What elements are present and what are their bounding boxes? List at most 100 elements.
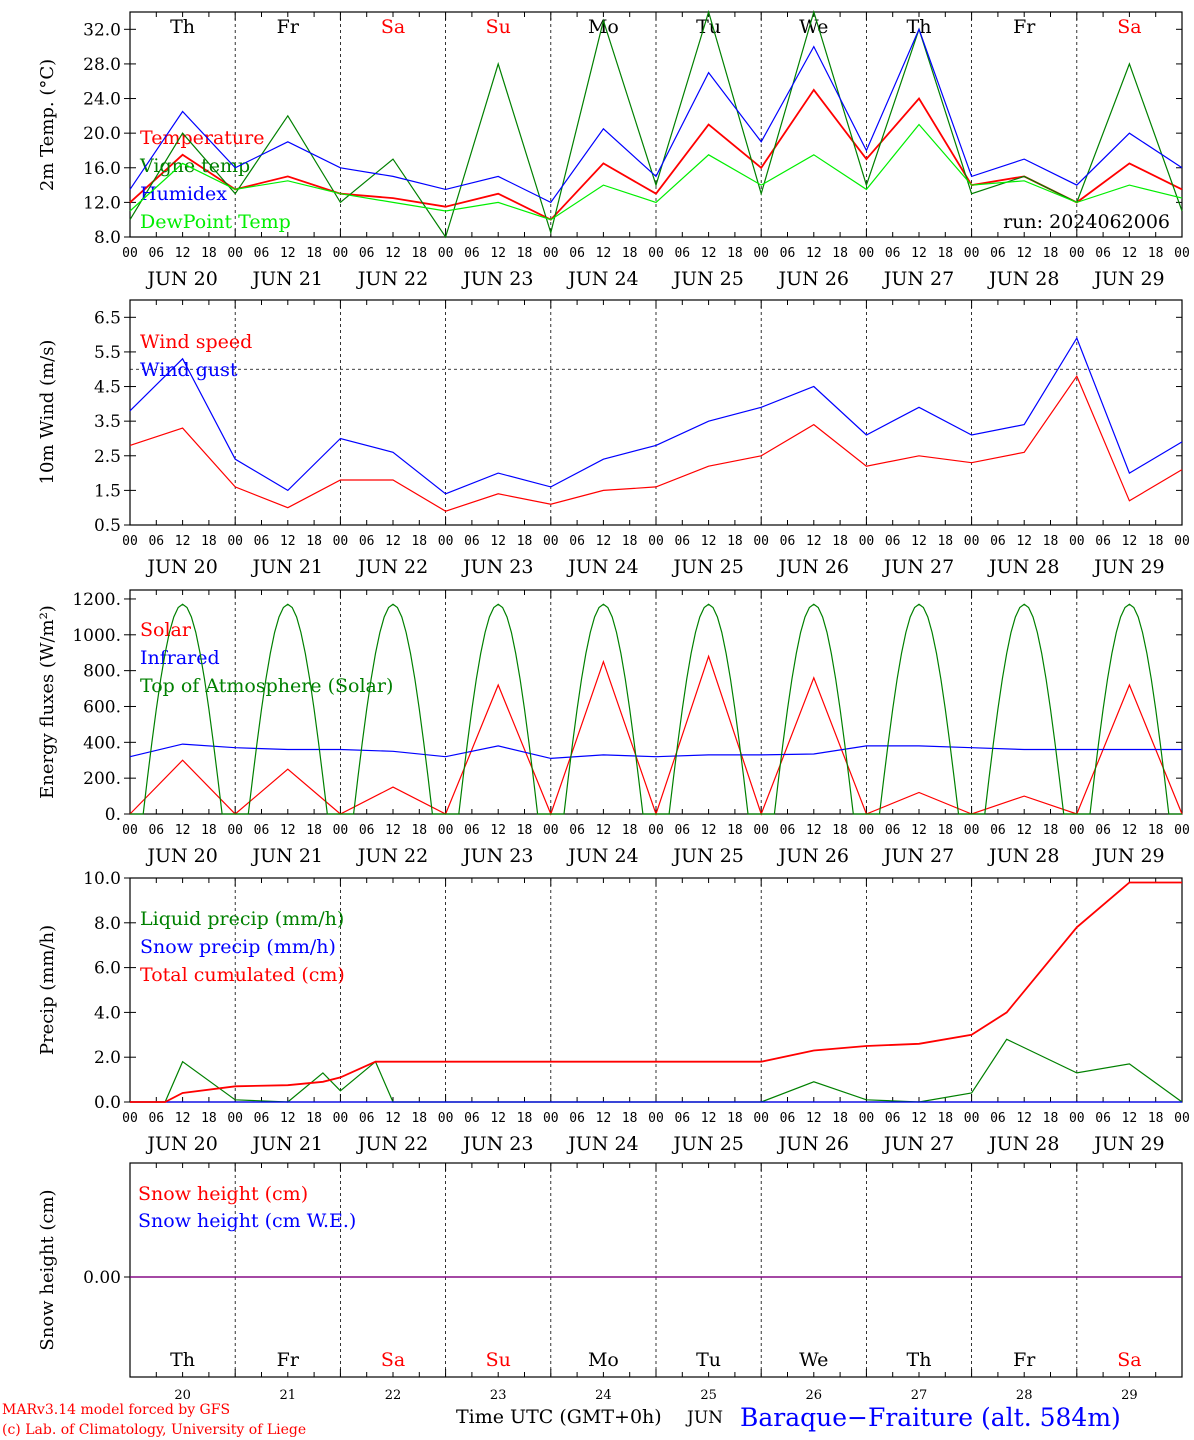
- hour-tick-label: 18: [306, 1111, 322, 1126]
- hour-tick-label: 06: [359, 1111, 375, 1126]
- hour-tick-label: 18: [201, 246, 217, 261]
- hour-tick-label: 12: [490, 246, 506, 261]
- y-tick-label: 1.5: [94, 481, 121, 501]
- hour-tick-label: 18: [832, 823, 848, 838]
- weekday-label: Sa: [1117, 16, 1141, 38]
- hour-tick-label: 00: [227, 246, 243, 261]
- hour-tick-label: 00: [1174, 246, 1190, 261]
- date-label: JUN 28: [987, 268, 1059, 290]
- hour-tick-label: 12: [911, 823, 927, 838]
- date-label: JUN 20: [145, 845, 217, 867]
- y-tick-label: 800.: [83, 662, 121, 682]
- legend-entry: Wind gust: [140, 359, 238, 381]
- date-label: JUN 29: [1092, 845, 1164, 867]
- panel-frame: [129, 589, 1183, 815]
- date-label: JUN 22: [356, 268, 428, 290]
- hour-tick-label: 00: [648, 534, 664, 549]
- legend-entry: Humidex: [140, 183, 227, 205]
- date-label: JUN 26: [777, 268, 849, 290]
- date-label: JUN 29: [1092, 268, 1164, 290]
- panel-flux: 0. 200. 400. 600. 800. 1000. 1200. Energy fluxe…: [37, 589, 1190, 867]
- hour-tick-label: 12: [280, 1111, 296, 1126]
- date-label: JUN 23: [461, 1133, 533, 1155]
- y-tick-label: 400.: [83, 733, 121, 753]
- day-number: 20: [174, 1388, 191, 1403]
- hour-tick-label: 06: [359, 246, 375, 261]
- date-label: JUN 27: [882, 556, 954, 578]
- hour-tick-label: 00: [753, 534, 769, 549]
- hour-tick-label: 06: [885, 1111, 901, 1126]
- hour-tick-label: 18: [937, 823, 953, 838]
- weekday-label: Sa: [1117, 1349, 1141, 1371]
- legend-entry: Snow precip (mm/h): [140, 936, 336, 958]
- y-tick-label: 20.0: [83, 124, 121, 144]
- hour-tick-label: 12: [1016, 1111, 1032, 1126]
- hour-tick-label: 00: [122, 534, 138, 549]
- hour-tick-label: 12: [1122, 246, 1138, 261]
- weekday-label: Th: [170, 16, 195, 38]
- hour-tick-label: 06: [464, 246, 480, 261]
- hour-tick-label: 12: [911, 534, 927, 549]
- y-axis-label: 2m Temp. (°C): [37, 59, 58, 191]
- date-label: JUN 27: [882, 1133, 954, 1155]
- y-axis-label: Precip (mm/h): [37, 925, 58, 1055]
- hour-tick-label: 06: [674, 1111, 690, 1126]
- hour-tick-label: 06: [148, 1111, 164, 1126]
- weekday-label: Th: [170, 1349, 195, 1371]
- hour-tick-label: 00: [753, 1111, 769, 1126]
- y-axis-label: Snow height (cm): [37, 1189, 58, 1350]
- hour-tick-label: 12: [701, 534, 717, 549]
- date-label: JUN 24: [566, 556, 638, 578]
- hour-tick-label: 12: [911, 246, 927, 261]
- hour-tick-label: 00: [1069, 534, 1085, 549]
- date-label: JUN 29: [1092, 556, 1164, 578]
- date-label: JUN 20: [145, 268, 217, 290]
- hour-tick-label: 00: [753, 823, 769, 838]
- hour-tick-label: 12: [280, 534, 296, 549]
- hour-tick-label: 06: [254, 534, 270, 549]
- model-credit: MARv3.14 model forced by GFS: [2, 1402, 230, 1418]
- weekday-label: Sa: [381, 16, 405, 38]
- day-number: 24: [595, 1388, 612, 1403]
- date-label: JUN 21: [251, 845, 323, 867]
- hour-tick-label: 12: [806, 823, 822, 838]
- hour-tick-label: 18: [1043, 1111, 1059, 1126]
- date-label: JUN 29: [1092, 1133, 1164, 1155]
- hour-tick-label: 06: [885, 534, 901, 549]
- hour-tick-label: 00: [122, 1111, 138, 1126]
- hour-tick-label: 06: [464, 1111, 480, 1126]
- day-number: 27: [911, 1388, 928, 1403]
- hour-tick-label: 12: [1122, 534, 1138, 549]
- hour-tick-label: 06: [1095, 823, 1111, 838]
- hour-tick-label: 18: [517, 534, 533, 549]
- date-label: JUN 20: [145, 556, 217, 578]
- date-label: JUN 28: [987, 1133, 1059, 1155]
- y-tick-label: 2.5: [94, 447, 121, 467]
- y-axis-label: Energy fluxes (W/m²): [37, 605, 58, 799]
- hour-tick-label: 00: [333, 246, 349, 261]
- hour-tick-label: 06: [1095, 246, 1111, 261]
- hour-tick-label: 18: [517, 1111, 533, 1126]
- hour-tick-label: 18: [622, 246, 638, 261]
- series-line: [130, 603, 1182, 815]
- hour-tick-label: 12: [1016, 823, 1032, 838]
- hour-tick-label: 00: [753, 246, 769, 261]
- hour-tick-label: 12: [280, 823, 296, 838]
- hour-tick-label: 06: [1095, 1111, 1111, 1126]
- hour-tick-label: 12: [175, 534, 191, 549]
- hour-tick-label: 00: [438, 246, 454, 261]
- time-axis-label: Time UTC (GMT+0h): [456, 1406, 662, 1428]
- hour-tick-label: 18: [1148, 534, 1164, 549]
- day-number: 29: [1121, 1388, 1138, 1403]
- hour-tick-label: 12: [701, 1111, 717, 1126]
- weekday-label: We: [799, 1349, 828, 1371]
- hour-tick-label: 18: [411, 246, 427, 261]
- y-tick-label: 3.5: [94, 412, 121, 432]
- hour-tick-label: 12: [385, 1111, 401, 1126]
- weekday-label: Th: [907, 16, 932, 38]
- hour-tick-label: 00: [227, 823, 243, 838]
- hour-tick-label: 06: [990, 1111, 1006, 1126]
- hour-tick-label: 00: [1069, 1111, 1085, 1126]
- weekday-label: Tu: [696, 16, 721, 38]
- day-number: 21: [280, 1388, 297, 1403]
